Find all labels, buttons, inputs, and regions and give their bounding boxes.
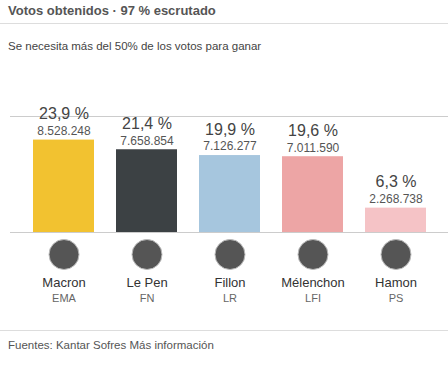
svg-text:7.011.590: 7.011.590 — [287, 141, 340, 155]
svg-text:Le Pen: Le Pen — [126, 275, 167, 290]
svg-text:7.126.277: 7.126.277 — [203, 139, 257, 153]
svg-text:19,6 %: 19,6 % — [288, 122, 338, 139]
svg-text:8.528.248: 8.528.248 — [37, 124, 91, 138]
svg-text:23,9 %: 23,9 % — [39, 105, 89, 122]
svg-text:6,3 %: 6,3 % — [376, 173, 417, 190]
html-text:Se necesita más del 50% de los: Se necesita más del 50% de los votos par… — [8, 40, 262, 52]
html-text:Fuentes: Kantar Sofres Más inf: Fuentes: Kantar Sofres Más información — [8, 339, 214, 351]
svg-text:Mélenchon: Mélenchon — [281, 275, 345, 290]
html-text:Votos obtenidos · 97 % escruta: Votos obtenidos · 97 % escrutado — [8, 3, 216, 18]
svg-text:7.658.854: 7.658.854 — [120, 134, 174, 148]
svg-text:2.268.738: 2.268.738 — [369, 192, 423, 206]
svg-text:Hamon: Hamon — [375, 275, 417, 290]
svg-text:LFI: LFI — [305, 292, 321, 304]
svg-text:Macron: Macron — [42, 275, 85, 290]
svg-text:PS: PS — [389, 292, 404, 304]
svg-text:21,4 %: 21,4 % — [122, 115, 172, 132]
svg-text:EMA: EMA — [52, 292, 77, 304]
svg-text:19,9 %: 19,9 % — [205, 121, 255, 138]
svg-text:FN: FN — [140, 292, 155, 304]
svg-text:LR: LR — [223, 292, 237, 304]
svg-text:Fillon: Fillon — [214, 275, 245, 290]
